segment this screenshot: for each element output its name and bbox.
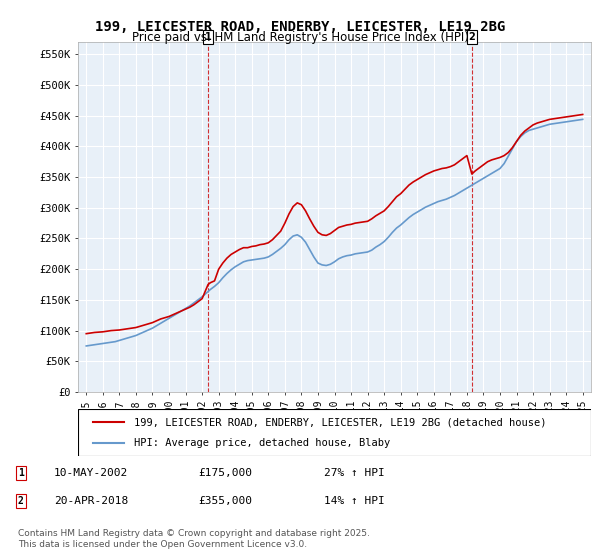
Text: 199, LEICESTER ROAD, ENDERBY, LEICESTER, LE19 2BG: 199, LEICESTER ROAD, ENDERBY, LEICESTER,… (95, 20, 505, 34)
Text: Contains HM Land Registry data © Crown copyright and database right 2025.
This d: Contains HM Land Registry data © Crown c… (18, 529, 370, 549)
Text: 2: 2 (18, 496, 24, 506)
Text: HPI: Average price, detached house, Blaby: HPI: Average price, detached house, Blab… (134, 438, 391, 448)
Text: 2: 2 (469, 32, 475, 42)
Text: 1: 1 (18, 468, 24, 478)
Text: £175,000: £175,000 (198, 468, 252, 478)
Text: 20-APR-2018: 20-APR-2018 (54, 496, 128, 506)
Text: 10-MAY-2002: 10-MAY-2002 (54, 468, 128, 478)
Text: £355,000: £355,000 (198, 496, 252, 506)
Text: 27% ↑ HPI: 27% ↑ HPI (324, 468, 385, 478)
Text: Price paid vs. HM Land Registry's House Price Index (HPI): Price paid vs. HM Land Registry's House … (131, 31, 469, 44)
FancyBboxPatch shape (78, 409, 591, 456)
Text: 199, LEICESTER ROAD, ENDERBY, LEICESTER, LE19 2BG (detached house): 199, LEICESTER ROAD, ENDERBY, LEICESTER,… (134, 417, 547, 427)
Text: 14% ↑ HPI: 14% ↑ HPI (324, 496, 385, 506)
Text: 1: 1 (205, 32, 211, 42)
